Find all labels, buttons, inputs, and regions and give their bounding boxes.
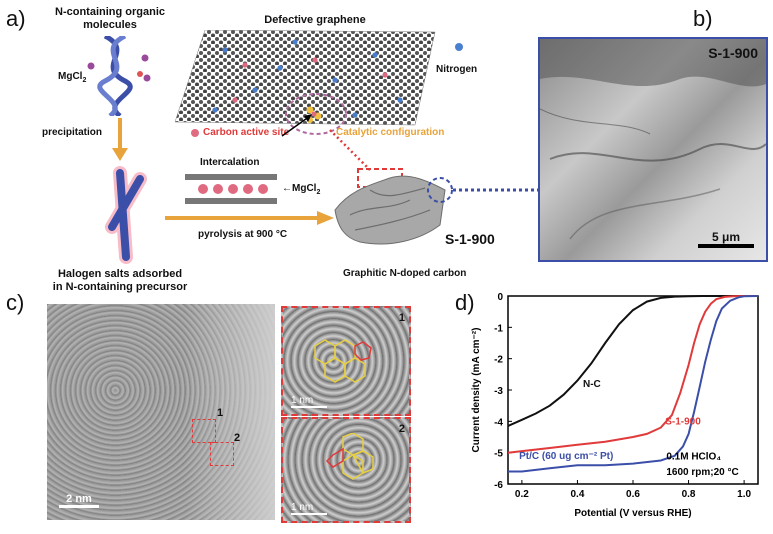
- x-tick-label: 1.0: [737, 489, 751, 500]
- y-tick-label: -1: [494, 323, 503, 334]
- series-line-1: [507, 295, 758, 454]
- annotation: 1600 rpm;20 °C: [666, 467, 738, 478]
- panel-a-letter: a): [6, 6, 26, 31]
- x-tick-label: 0.8: [682, 489, 696, 500]
- scalebar-c: 2 nm: [59, 493, 99, 508]
- graphene-sheet-illustration: [175, 30, 436, 126]
- x-tick-label: 0.4: [570, 489, 584, 500]
- hrtem-inset-2: 2 1 nm: [281, 417, 411, 523]
- hrtem-image-main: 1 2 2 nm: [47, 304, 275, 520]
- graphitic-caption: Graphitic N-doped carbon: [343, 268, 467, 279]
- hrtem-inset-1: 1 1 nm: [281, 306, 411, 416]
- y-axis-label: Current density (mA cm⁻²): [471, 328, 482, 453]
- precipitation-label: precipitation: [42, 127, 103, 138]
- region-1-box: [192, 419, 216, 443]
- annotation: 0.1M HClO₄: [666, 452, 721, 463]
- hexagon-overlay-1: [314, 339, 372, 383]
- y-tick-label: -5: [494, 449, 503, 460]
- region-2-box: [210, 442, 234, 466]
- sem-texture: [540, 39, 766, 240]
- catalytic-configuration-label: Catalytic configuration: [336, 127, 445, 138]
- y-tick-label: 0: [497, 292, 503, 303]
- n-molecules-label: N-containing organic molecules: [55, 6, 165, 31]
- panel-c-letter: c): [6, 290, 25, 315]
- hexagon-overlay-2: [325, 433, 374, 480]
- series-line-2: [508, 295, 759, 473]
- scalebar-b: 5 μm: [698, 230, 754, 248]
- inset-2-scalebar: 1 nm: [291, 502, 327, 515]
- carbon-active-site-label: Carbon active site: [203, 127, 290, 138]
- region-2-label: 2: [234, 432, 241, 444]
- intercalation-label: Intercalation: [200, 157, 260, 168]
- x-tick-label: 0.6: [626, 489, 640, 500]
- right-arrow: [165, 211, 334, 225]
- halogen-caption: Halogen salts adsorbed in N-containing p…: [52, 268, 188, 293]
- panel-d-letter: d): [455, 290, 475, 315]
- lsv-chart: 0.2 0.4 0.6 0.8 1.0 0 -1 -2 -3 -4 -5 -6 Potential (V…: [471, 292, 759, 519]
- series-label: S-1-900: [665, 416, 701, 427]
- nitrogen-dot-icon: [455, 43, 463, 51]
- sample-label-b: S-1-900: [708, 45, 758, 61]
- mgcl2-label: MgCl2: [58, 71, 87, 84]
- sem-image-b: S-1-900 5 μm: [538, 37, 768, 262]
- defective-graphene-title: Defective graphene: [264, 14, 366, 26]
- intercalation-illustration: [185, 174, 277, 204]
- pyrolysis-label: pyrolysis at 900 °C: [198, 229, 288, 240]
- series-line-0: [507, 295, 758, 427]
- y-tick-label: -2: [494, 355, 503, 366]
- x-axis-label: Potential (V versus RHE): [574, 508, 691, 519]
- nitrogen-label: Nitrogen: [436, 64, 478, 75]
- series-label: Pt/C (60 ug cm⁻² Pt): [519, 451, 613, 462]
- molecule-helix-illustration: [87, 36, 151, 116]
- precursor-crystal-illustration: [105, 166, 147, 264]
- y-tick-label: -4: [494, 417, 503, 428]
- active-site-highlight: [285, 93, 347, 135]
- series-label: N-C: [583, 379, 601, 390]
- carbon-sheet-illustration: [334, 175, 446, 245]
- x-tick-label: 0.2: [515, 489, 529, 500]
- inset-1-scalebar: 1 nm: [291, 395, 327, 408]
- panel-b-letter: b): [693, 6, 713, 31]
- region-1-label: 1: [217, 407, 224, 419]
- y-tick-label: -6: [494, 480, 503, 491]
- down-arrow: [112, 118, 128, 161]
- inset-1-label: 1: [398, 312, 405, 324]
- pointer-arrow: [281, 114, 312, 137]
- sample-name-a: S-1-900: [445, 231, 495, 247]
- carbon-site-dot-icon: [191, 129, 199, 137]
- inset-2-label: 2: [398, 423, 405, 435]
- intercalation-mgcl2: ←MgCl2: [282, 183, 321, 196]
- zoom-connector-b: [427, 177, 540, 203]
- y-tick-label: -3: [494, 386, 503, 397]
